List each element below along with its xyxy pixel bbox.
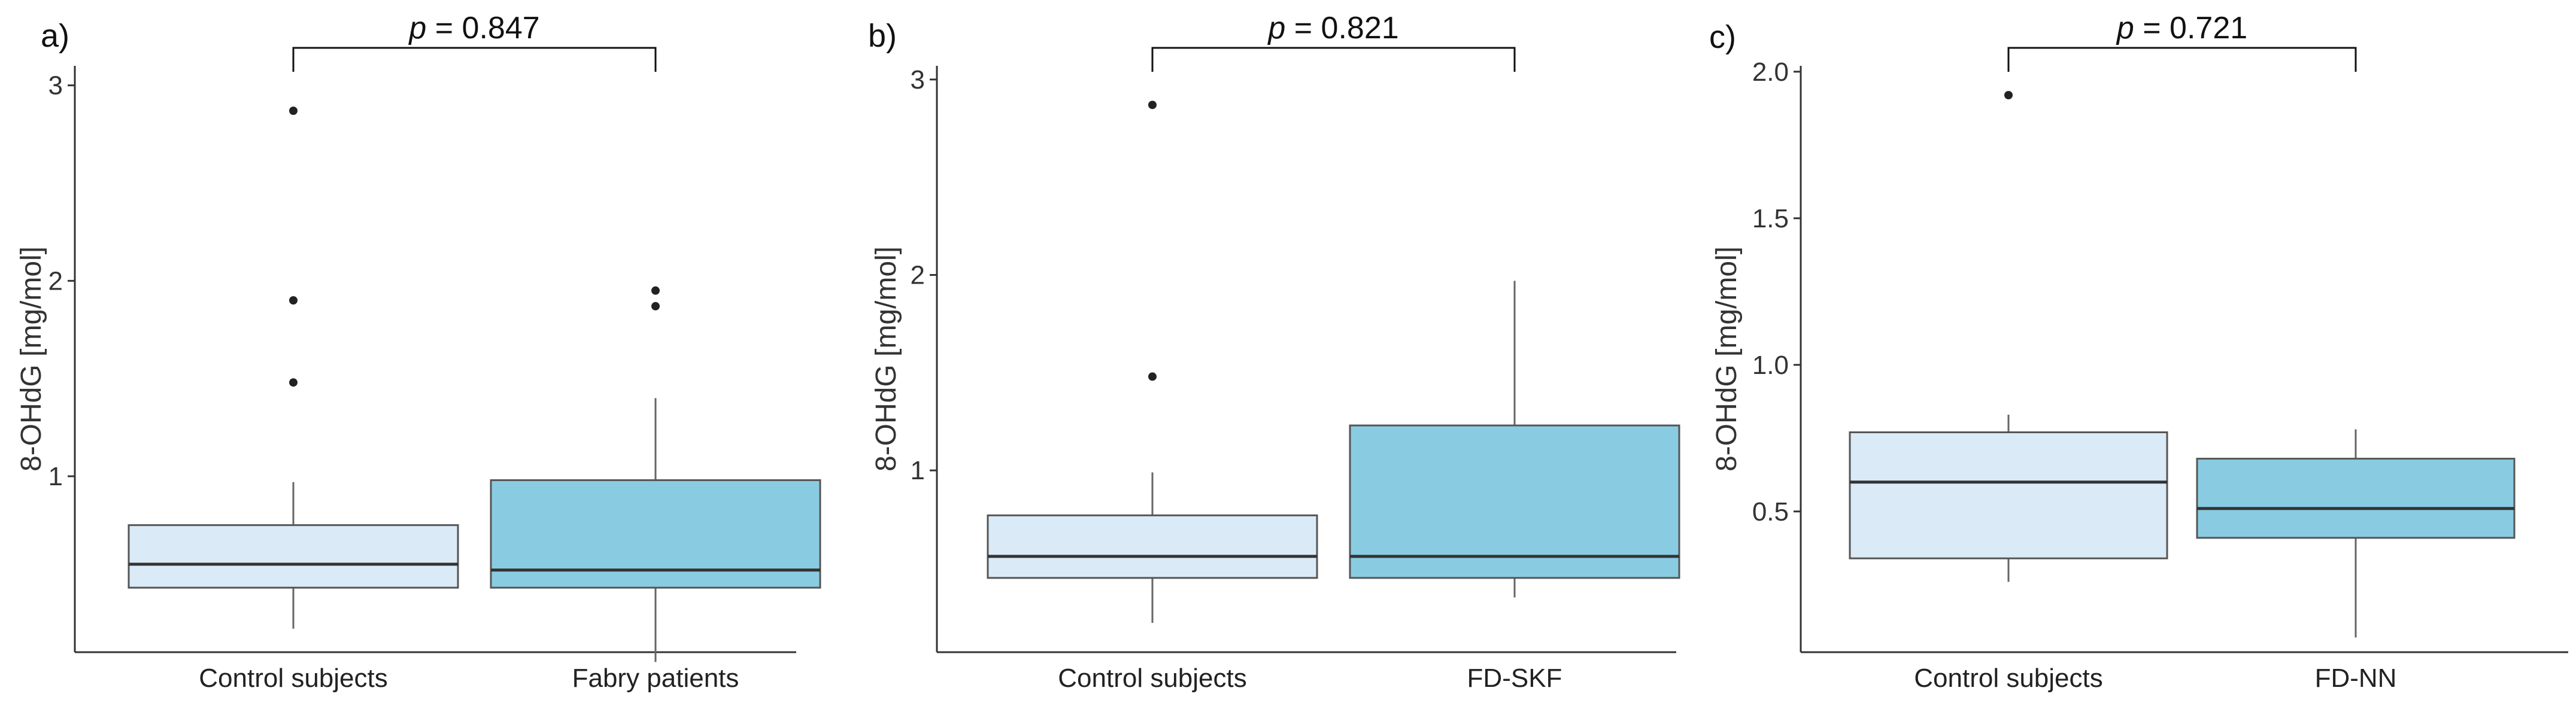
panel-label: a) (41, 18, 69, 54)
y-axis-label: 8-OHdG [mg/mol] (16, 247, 47, 471)
x-category-label: Control subjects (1914, 664, 2102, 693)
x-category-label: Control subjects (199, 664, 387, 693)
outlier-point (2004, 91, 2013, 99)
panel-1: 1 2 3 8-OHdG [mg/mol] Control subjects Fabry … (16, 11, 821, 693)
panel-2: 1 2 3 8-OHdG [mg/mol] Control subjects FD-SKF… (868, 11, 1680, 693)
y-tick-label: 3 (48, 71, 63, 101)
outlier-point (289, 107, 298, 115)
box-1 (987, 101, 1318, 623)
p-value-label: p = 0.821 (1267, 11, 1398, 45)
x-category-label: Control subjects (1058, 664, 1246, 693)
outlier-point (1148, 372, 1157, 381)
significance-bracket (2007, 47, 2357, 72)
y-tick-label: 1 (911, 456, 925, 485)
y-tick-label: 1.5 (1752, 204, 1789, 233)
y-tick-label: 2 (48, 266, 63, 296)
p-value-label: p = 0.847 (408, 11, 539, 45)
y-tick-label: 2.0 (1752, 57, 1789, 87)
box-2 (2196, 429, 2516, 638)
significance-bracket (292, 47, 657, 72)
box-rect (1849, 431, 2168, 559)
box-rect (128, 524, 459, 589)
y-tick-label: 3 (911, 65, 925, 95)
y-tick-label: 1 (48, 462, 63, 491)
outlier-point (651, 302, 660, 311)
outlier-point (1148, 101, 1157, 109)
p-value-label: p = 0.721 (2116, 11, 2247, 45)
box-rect (1349, 424, 1680, 579)
panel-label: b) (868, 18, 897, 54)
outlier-point (651, 286, 660, 295)
panel-3: 0.5 1.0 1.5 2.0 8-OHdG [mg/mol] Control subje… (1709, 11, 2568, 693)
box-1 (128, 107, 459, 629)
x-category-label: Fabry patients (572, 664, 739, 693)
outlier-point (289, 378, 298, 387)
outlier-point (289, 296, 298, 305)
significance-bracket (1151, 47, 1516, 72)
box-2 (490, 286, 821, 662)
x-category-label: FD-NN (2315, 664, 2397, 693)
box-1 (1849, 91, 2168, 582)
box-2 (1349, 281, 1680, 598)
x-category-label: FD-SKF (1467, 664, 1562, 693)
y-axis-label: 8-OHdG [mg/mol] (1711, 247, 1743, 471)
panel-label: c) (1709, 19, 1736, 55)
y-tick-label: 0.5 (1752, 497, 1789, 527)
y-tick-label: 2 (911, 261, 925, 290)
y-tick-label: 1.0 (1752, 351, 1789, 380)
y-axis-label: 8-OHdG [mg/mol] (870, 247, 902, 471)
box-rect (987, 514, 1318, 579)
box-rect (2196, 458, 2516, 539)
